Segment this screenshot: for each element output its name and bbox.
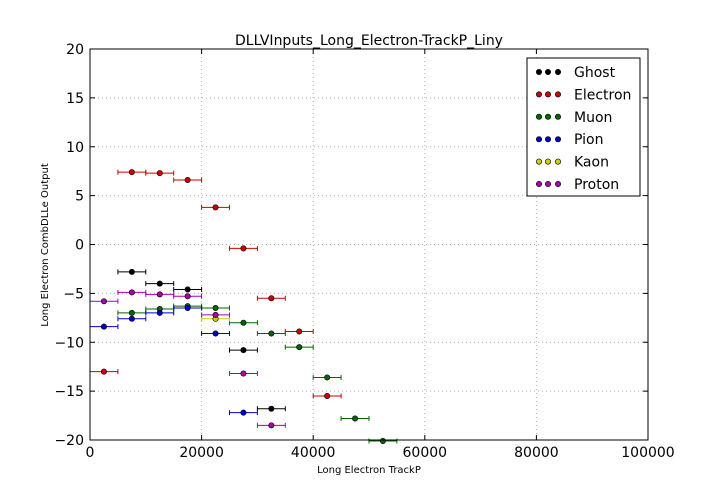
y-tick-label: −20 — [54, 433, 84, 449]
x-tick-label: 60000 — [403, 445, 448, 461]
x-axis-label: Long Electron TrackP — [317, 465, 421, 476]
legend-label: Pion — [574, 132, 603, 148]
legend-marker — [535, 181, 542, 188]
data-point — [296, 328, 303, 335]
y-tick-label: 20 — [66, 42, 84, 58]
legend-item-pion: Pion — [535, 132, 603, 148]
data-point — [100, 368, 107, 375]
data-point — [324, 374, 331, 381]
data-point — [240, 245, 247, 252]
legend-marker — [554, 181, 561, 188]
legend-marker — [535, 69, 542, 76]
series-ghost — [117, 268, 286, 412]
legend-marker — [544, 158, 551, 165]
legend-marker — [544, 136, 551, 143]
data-point — [156, 280, 163, 287]
data-point — [240, 409, 247, 416]
legend-item-muon: Muon — [535, 110, 612, 126]
x-tick-label: 20000 — [179, 445, 224, 461]
data-point — [240, 347, 247, 354]
data-point — [184, 305, 191, 312]
data-point — [156, 291, 163, 298]
y-axis-label: Long Electron CombDLLe Output — [40, 163, 51, 327]
data-point — [156, 170, 163, 177]
data-point — [100, 323, 107, 330]
data-point — [212, 305, 219, 312]
legend-marker — [544, 181, 551, 188]
x-tick-label: 80000 — [514, 445, 559, 461]
data-point — [212, 204, 219, 211]
y-tick-label: 5 — [75, 189, 84, 205]
data-point — [128, 315, 135, 322]
data-point — [268, 295, 275, 302]
x-tick-label: 100000 — [621, 445, 674, 461]
legend: Ghost Electron Muon Pion Kaon Proton — [526, 57, 641, 197]
legend-label: Muon — [574, 110, 612, 126]
data-point — [268, 422, 275, 429]
data-point — [212, 311, 219, 318]
legend-marker — [535, 136, 542, 143]
data-point — [128, 268, 135, 275]
legend-marker — [544, 91, 551, 98]
series-pion — [89, 305, 258, 416]
y-tick-label: −15 — [54, 384, 84, 400]
y-tick-label: 15 — [66, 91, 84, 107]
y-tick-label: 10 — [66, 140, 84, 156]
series-proton — [89, 289, 286, 429]
legend-marker — [544, 113, 551, 120]
data-point — [240, 319, 247, 326]
legend-item-proton: Proton — [535, 177, 619, 193]
x-tick-label: 0 — [86, 445, 95, 461]
data-point — [100, 298, 107, 305]
data-point — [240, 370, 247, 377]
legend-item-ghost: Ghost — [535, 65, 616, 81]
y-tick-label: −5 — [63, 286, 84, 302]
legend-item-kaon: Kaon — [535, 155, 609, 171]
data-point — [324, 393, 331, 400]
data-point — [128, 169, 135, 176]
y-tick-label: 0 — [75, 238, 84, 254]
data-point — [212, 330, 219, 337]
legend-marker — [554, 69, 561, 76]
data-point — [268, 405, 275, 412]
legend-label: Ghost — [574, 65, 616, 81]
y-tick-label: −10 — [54, 335, 84, 351]
data-point — [156, 309, 163, 316]
data-point — [128, 309, 135, 316]
legend-label: Electron — [574, 87, 631, 103]
data-point — [184, 176, 191, 183]
legend-marker — [544, 69, 551, 76]
legend-marker — [535, 158, 542, 165]
legend-marker — [554, 136, 561, 143]
data-point — [268, 330, 275, 337]
data-point — [184, 286, 191, 293]
legend-marker — [554, 113, 561, 120]
legend-box — [526, 57, 641, 197]
legend-marker — [535, 113, 542, 120]
legend-marker — [535, 91, 542, 98]
legend-marker — [554, 158, 561, 165]
data-point — [352, 415, 359, 422]
axis-ticks: 0 20000 40000 60000 80000 100000 −20 −15 −10 −5 0 5… — [54, 42, 674, 461]
legend-marker — [554, 91, 561, 98]
data-point — [379, 437, 386, 444]
legend-item-electron: Electron — [535, 87, 631, 103]
series-layer — [89, 169, 398, 444]
data-point — [296, 344, 303, 351]
data-point — [184, 293, 191, 300]
chart-title: DLLVInputs_Long_Electron-TrackP_Liny — [235, 33, 503, 49]
x-tick-label: 40000 — [291, 445, 336, 461]
legend-label: Proton — [574, 177, 619, 193]
legend-label: Kaon — [574, 155, 609, 171]
data-point — [128, 289, 135, 296]
series-muon — [117, 303, 398, 444]
